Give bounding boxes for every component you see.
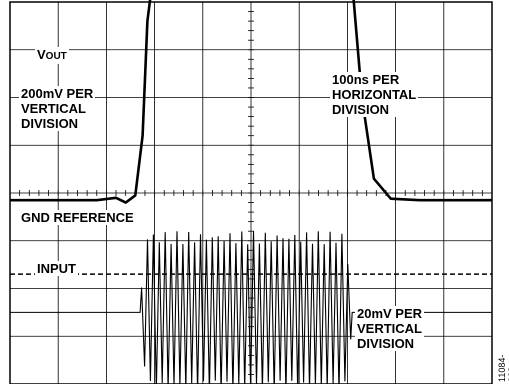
input-label: INPUT bbox=[35, 261, 78, 276]
vout-trace bbox=[10, 0, 492, 204]
vertical-scale-bottom-label: 20mV PER VERTICAL DIVISION bbox=[355, 306, 425, 351]
gnd-reference-label: GND REFERENCE bbox=[19, 210, 136, 225]
vertical-scale-top-label: 200mV PER VERTICAL DIVISION bbox=[19, 86, 96, 131]
input-trace bbox=[10, 231, 492, 384]
vout-label: VOUT bbox=[35, 47, 69, 64]
horizontal-scale-label: 100ns PER HORIZONTAL DIVISION bbox=[330, 72, 419, 117]
figure-id: 11084-008 bbox=[497, 354, 509, 382]
